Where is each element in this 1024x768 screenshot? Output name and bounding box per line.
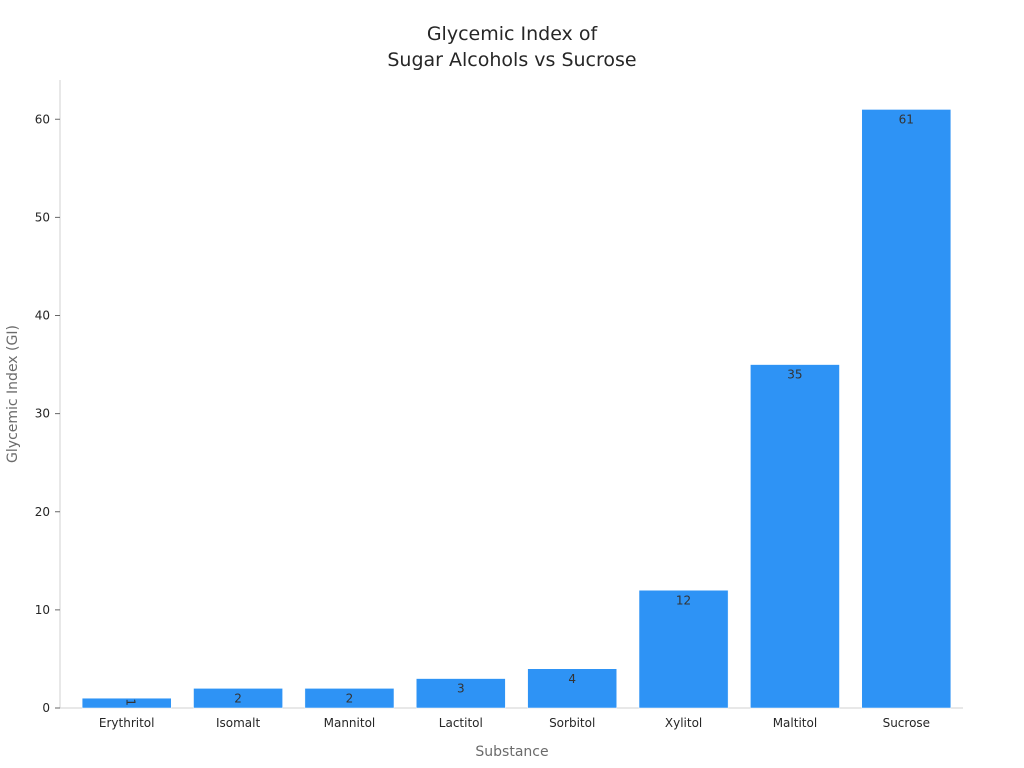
bar-data-label: 3 bbox=[457, 682, 465, 696]
bar bbox=[304, 688, 395, 709]
y-axis-ticks: 0 10 20 30 40 50 60 bbox=[35, 112, 60, 715]
bar-data-label: 35 bbox=[787, 368, 802, 382]
bar bbox=[81, 697, 172, 709]
x-tick-label: Mannitol bbox=[324, 716, 376, 730]
bar-data-label: 61 bbox=[899, 112, 914, 126]
bar bbox=[527, 668, 617, 709]
x-tick-label: Isomalt bbox=[216, 716, 261, 730]
bar bbox=[193, 688, 283, 709]
y-tick-label: 10 bbox=[35, 603, 50, 617]
y-tick-label: 20 bbox=[35, 505, 50, 519]
y-tick-label: 50 bbox=[35, 210, 50, 224]
bar bbox=[638, 590, 729, 709]
x-tick-label: Sorbitol bbox=[549, 716, 595, 730]
chart-title-line-2: Sugar Alcohols vs Sucrose bbox=[387, 49, 636, 71]
y-tick-label: 0 bbox=[42, 701, 50, 715]
bar bbox=[861, 109, 952, 709]
x-tick-label: Xylitol bbox=[665, 716, 702, 730]
x-axis-label: Substance bbox=[475, 744, 548, 760]
x-tick-label: Sucrose bbox=[883, 716, 930, 730]
x-tick-label: Maltitol bbox=[773, 716, 817, 730]
x-tick-label: Lactitol bbox=[439, 716, 483, 730]
bar-data-label: 2 bbox=[234, 691, 242, 705]
y-tick-label: 60 bbox=[35, 112, 50, 126]
chart-title-line-1: Glycemic Index of bbox=[427, 23, 599, 45]
y-tick-label: 30 bbox=[35, 407, 50, 421]
x-tick-label: Erythritol bbox=[99, 716, 155, 730]
x-axis-ticks: Erythritol Isomalt Mannitol Lactitol Sorbito… bbox=[99, 716, 930, 730]
y-axis-label: Glycemic Index (GI) bbox=[5, 325, 21, 463]
bar bbox=[416, 678, 506, 709]
bar-data-label: 1 bbox=[124, 698, 138, 706]
bar-data-label: 2 bbox=[346, 691, 354, 705]
y-tick-label: 40 bbox=[35, 309, 50, 323]
bar-data-label: 4 bbox=[568, 672, 576, 686]
bar-data-label: 12 bbox=[676, 593, 691, 607]
bar bbox=[750, 364, 840, 709]
